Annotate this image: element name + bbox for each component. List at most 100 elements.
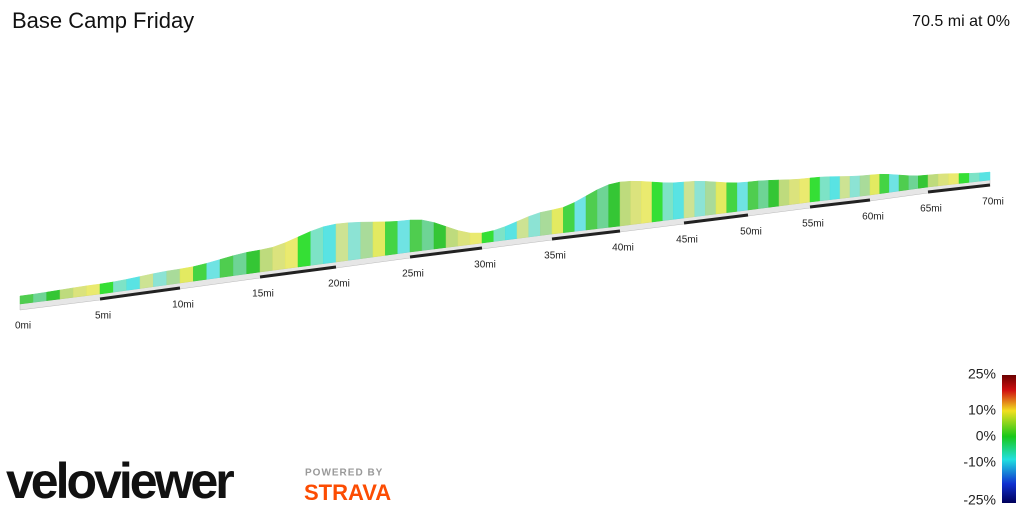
profile-slice xyxy=(819,176,831,202)
profile-slice xyxy=(219,255,234,278)
profile-slice xyxy=(927,173,939,188)
profile-slice xyxy=(889,174,900,193)
distance-label: 60mi xyxy=(862,212,884,223)
profile-slice xyxy=(246,249,261,275)
profile-slice xyxy=(457,230,471,247)
profile-slice xyxy=(641,181,653,224)
profile-slice xyxy=(528,212,541,238)
distance-label: 20mi xyxy=(328,279,350,290)
mile-marker xyxy=(809,198,871,209)
profile-slice xyxy=(421,219,435,251)
profile-slice xyxy=(630,180,642,225)
profile-slice xyxy=(758,180,769,209)
profile-slice xyxy=(126,276,141,291)
profile-slice xyxy=(839,176,851,199)
profile-slice xyxy=(73,285,87,298)
mile-marker xyxy=(683,213,749,225)
profile-slice xyxy=(747,180,759,211)
legend-tick-label: -10% xyxy=(963,454,996,470)
gradient-legend xyxy=(1002,375,1016,503)
profile-slice xyxy=(979,171,991,182)
profile-slice xyxy=(481,230,494,244)
profile-slice xyxy=(673,181,685,220)
profile-slice xyxy=(139,273,154,289)
distance-label: 5mi xyxy=(95,311,111,322)
distance-label: 35mi xyxy=(544,251,566,262)
profile-slice xyxy=(651,181,663,223)
profile-slice xyxy=(969,172,980,183)
strava: STRAVA xyxy=(304,480,391,505)
profile-slice xyxy=(694,180,706,217)
profile-slice xyxy=(898,174,909,192)
profile-slice xyxy=(879,173,890,194)
mile-marker xyxy=(927,183,991,194)
profile-slice xyxy=(768,179,780,208)
profile-slice xyxy=(849,175,861,198)
profile-slice xyxy=(409,219,423,253)
distance-label: 15mi xyxy=(252,289,274,300)
profile-slice xyxy=(662,182,674,221)
profile-slice xyxy=(597,184,609,229)
distance-label: 65mi xyxy=(920,204,942,215)
profile-slice xyxy=(99,281,114,295)
profile-slice xyxy=(445,226,459,248)
legend-tick-label: 10% xyxy=(968,402,996,418)
logo: veloviewer xyxy=(6,453,234,509)
profile: 0mi 5mi 10mi 15mi 20mi 25mi 30mi 35mi 40mi 45mi 50… xyxy=(15,171,1004,332)
profile-slice xyxy=(46,289,61,301)
profile-slice xyxy=(505,221,518,241)
profile-slice xyxy=(789,178,800,205)
profile-slice xyxy=(372,221,386,258)
profile-slice xyxy=(918,174,929,189)
profile-slice xyxy=(726,182,738,213)
distance-label: 0mi xyxy=(15,321,31,332)
distance-label: 30mi xyxy=(474,260,496,271)
profile-slice xyxy=(948,173,960,185)
distance-label: 50mi xyxy=(740,227,762,238)
profile-slice xyxy=(715,181,727,215)
distance-label: 10mi xyxy=(172,300,194,311)
distance-label: 55mi xyxy=(802,219,824,230)
profile-slice xyxy=(737,181,749,212)
profile-slice xyxy=(335,222,349,263)
profile-slice xyxy=(348,221,361,261)
profile-slice xyxy=(958,173,970,184)
powered-by: POWERED BY xyxy=(305,468,383,479)
profile-slice xyxy=(59,287,74,300)
title: Base Camp Friday xyxy=(12,8,194,33)
profile-slice xyxy=(859,174,871,197)
profile-slice xyxy=(493,226,506,242)
profile-slice xyxy=(259,246,273,273)
profile-slice xyxy=(193,263,207,282)
profile-slice xyxy=(574,195,587,232)
summary: 70.5 mi at 0% xyxy=(912,13,1010,30)
legend-tick-label: 25% xyxy=(968,366,996,382)
profile-slice xyxy=(86,283,101,296)
profile-slice xyxy=(310,226,324,266)
mile-marker xyxy=(409,246,483,259)
profile-slice xyxy=(705,181,717,216)
profile-slice xyxy=(869,173,880,196)
legend-tick-label: 0% xyxy=(976,428,996,444)
mile-marker xyxy=(551,229,621,241)
profile-slice xyxy=(285,236,299,269)
profile-slice xyxy=(908,175,919,190)
profile-slice xyxy=(166,268,181,286)
profile-slice xyxy=(179,266,194,284)
distance-label: 70mi xyxy=(982,197,1004,208)
profile-slice xyxy=(206,259,221,280)
profile-slice xyxy=(608,181,621,228)
profile-slice xyxy=(323,223,337,264)
profile-slice xyxy=(551,207,564,235)
profile-slice xyxy=(683,180,695,219)
profile-slice xyxy=(516,216,529,239)
profile-slice xyxy=(153,270,167,287)
profile-slice xyxy=(297,230,311,268)
distance-label: 40mi xyxy=(612,243,634,254)
profile-slice xyxy=(469,232,483,245)
profile-slice xyxy=(113,279,127,293)
profile-slice xyxy=(585,189,598,231)
profile-slice xyxy=(563,201,575,233)
